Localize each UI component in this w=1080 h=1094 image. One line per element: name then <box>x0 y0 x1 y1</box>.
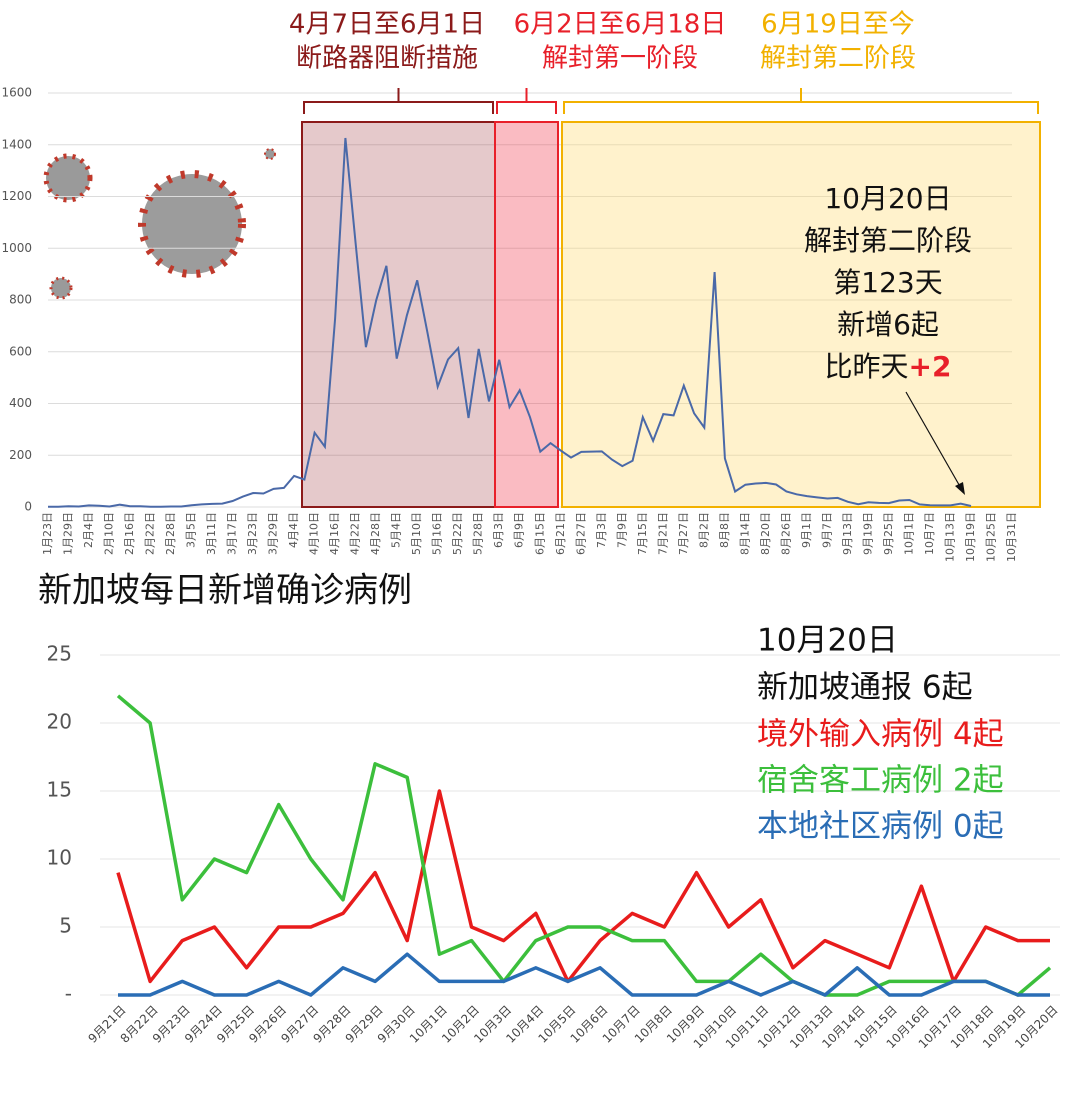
x-tick-label: 2月16日 <box>123 512 136 555</box>
y-tick-label: 0 <box>24 500 32 514</box>
x-tick-label: 10月13日 <box>943 512 956 562</box>
y-tick-label: 20 <box>47 710 72 734</box>
phase-band <box>301 121 496 508</box>
annotation-arrow <box>905 391 963 491</box>
phase-label: 解封第二阶段 <box>760 44 916 74</box>
x-tick-label: 5月22日 <box>451 512 464 555</box>
x-tick-label: 7月3日 <box>595 512 608 548</box>
x-tick-label: 4月28日 <box>369 512 382 555</box>
phase-label: 6月2日至6月18日 <box>514 10 727 40</box>
y-tick-label: 1200 <box>1 189 32 203</box>
annotation-arrowhead <box>955 482 965 495</box>
x-tick-label: 10月1日 <box>902 512 915 555</box>
x-tick-label: 9月19日 <box>861 512 874 555</box>
x-tick-label: 5月10日 <box>410 512 423 555</box>
x-tick-label: 2月10日 <box>103 512 116 555</box>
chart-title: 新加坡每日新增确诊病例 <box>38 571 412 611</box>
y-tick-label: 25 <box>47 642 72 666</box>
annotation: 新增6起 <box>837 308 939 341</box>
x-tick-label: 3月17日 <box>226 512 239 555</box>
x-tick-label: 7月27日 <box>677 512 690 555</box>
annotation: 10月20日 <box>757 623 898 659</box>
y-tick-label: 800 <box>9 293 32 307</box>
x-tick-label: 4月22日 <box>349 512 362 555</box>
x-tick-label: 6月15日 <box>533 512 546 555</box>
y-tick-label: 200 <box>9 448 32 462</box>
x-tick-label: 7月21日 <box>656 512 669 555</box>
x-tick-label: 1月29日 <box>62 512 75 555</box>
x-tick-label: 6月9日 <box>513 512 526 548</box>
annotation: 解封第二阶段 <box>804 224 972 257</box>
x-tick-label: 4月10日 <box>308 512 321 555</box>
x-tick-label: 10月31日 <box>1005 512 1018 562</box>
x-tick-label: 2月28日 <box>164 512 177 555</box>
phase-bracket <box>563 88 1039 114</box>
y-tick-label: 1000 <box>1 241 32 255</box>
x-tick-label: 8月14日 <box>738 512 751 555</box>
annotation-text: 比昨天 <box>825 350 909 383</box>
x-tick-label: 2月4日 <box>82 512 95 548</box>
x-tick-label: 5月16日 <box>431 512 444 555</box>
y-tick-label: 1400 <box>1 137 32 151</box>
x-tick-label: 2月22日 <box>144 512 157 555</box>
x-tick-label: 8月2日 <box>697 512 710 548</box>
x-tick-label: 6月21日 <box>554 512 567 555</box>
x-tick-label: 9月7日 <box>820 512 833 548</box>
phase-label: 断路器阻断措施 <box>296 44 478 74</box>
x-tick-label: 3月23日 <box>246 512 259 555</box>
x-tick-label: 5月28日 <box>472 512 485 555</box>
legend-label: 本地社区病例 0起 <box>757 809 1004 845</box>
annotation: 第123天 <box>833 266 942 299</box>
data-line <box>116 694 1052 997</box>
x-tick-label: 9月25日 <box>882 512 895 555</box>
x-tick-label: 4月16日 <box>328 512 341 555</box>
y-tick-label: 600 <box>9 344 32 358</box>
data-line <box>48 137 972 508</box>
legend-label: 宿舍客工病例 2起 <box>757 763 1004 799</box>
x-tick-label: 9月13日 <box>841 512 854 555</box>
y-tick-label: 5 <box>59 914 72 938</box>
x-tick-label: 3月11日 <box>205 512 218 555</box>
x-tick-label: 1月23日 <box>41 512 54 555</box>
x-tick-label: 6月27日 <box>574 512 587 555</box>
x-tick-label: 7月15日 <box>636 512 649 555</box>
phase-label: 6月19日至今 <box>761 10 915 40</box>
phase-bracket <box>496 88 557 114</box>
data-line <box>118 952 1050 997</box>
x-tick-label: 10月25日 <box>984 512 997 562</box>
x-tick-label: 8月20日 <box>759 512 772 555</box>
virus-decoration <box>43 148 276 300</box>
x-tick-label: 3月29日 <box>267 512 280 555</box>
y-tick-label: 10 <box>47 846 72 870</box>
phase-band <box>494 121 559 508</box>
y-tick-label: 400 <box>9 396 32 410</box>
data-line <box>116 789 1050 984</box>
x-tick-label: 8月8日 <box>718 512 731 548</box>
phase-bracket <box>303 88 494 114</box>
annotation: 10月20日 <box>824 182 951 215</box>
x-tick-label: 9月1日 <box>800 512 813 548</box>
x-tick-label: 6月3日 <box>492 512 505 548</box>
annotation-delta: +2 <box>909 350 952 383</box>
x-tick-label: 4月4日 <box>287 512 300 548</box>
x-tick-label: 5月4日 <box>390 512 403 548</box>
phase-band <box>561 121 1041 508</box>
y-tick-label: - <box>65 982 72 1006</box>
annotation: 新加坡通报 6起 <box>757 670 973 706</box>
x-tick-label: 10月19日 <box>964 512 977 562</box>
y-tick-label: 15 <box>47 778 72 802</box>
phase-label: 解封第一阶段 <box>542 44 698 74</box>
x-tick-label: 10月7日 <box>923 512 936 555</box>
y-tick-label: 1600 <box>1 86 32 100</box>
x-tick-label: 8月26日 <box>779 512 792 555</box>
annotation: 比昨天+2 <box>825 350 952 383</box>
x-tick-label: 7月9日 <box>615 512 628 548</box>
x-tick-label: 3月5日 <box>185 512 198 548</box>
legend-label: 境外输入病例 4起 <box>757 717 1004 753</box>
phase-label: 4月7日至6月1日 <box>289 10 485 40</box>
